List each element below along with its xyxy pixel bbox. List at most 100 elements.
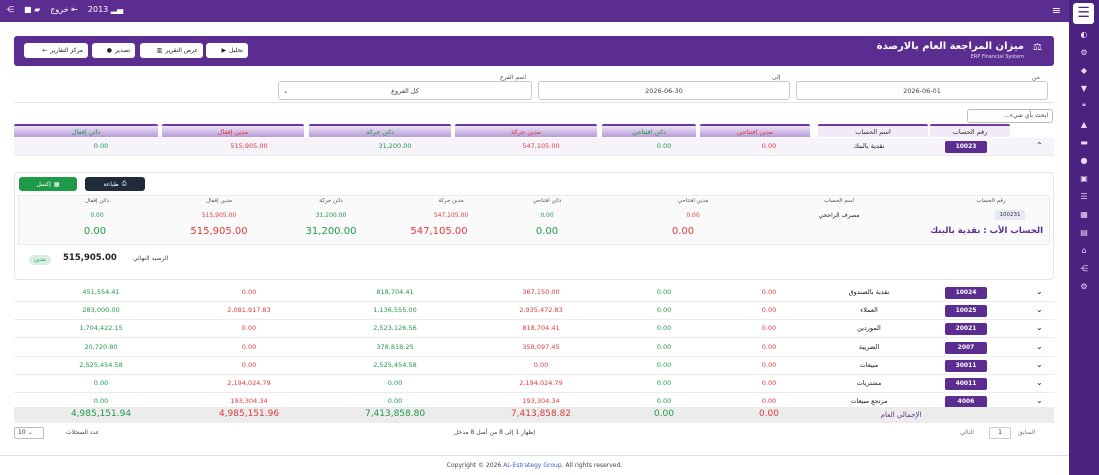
print-button[interactable]: طباعة ⎙ (85, 177, 145, 191)
col-account-name[interactable]: اسم الحساب (818, 124, 928, 137)
sub-opening-debit: 0.00 (686, 212, 700, 219)
col-movement-debit-label: مدين حركة (511, 127, 541, 136)
opening-credit: 0.00 (656, 342, 672, 351)
chevron-down-icon: ⌄ (283, 86, 289, 95)
col-movement-debit[interactable]: مدين حركة (455, 124, 597, 137)
total-movement-debit: 7,413,858.82 (510, 409, 572, 419)
prev-page-button[interactable]: السابق (1018, 429, 1036, 436)
table-row[interactable]: ⌄ 30011 مبيعات 0.00 0.00 0.00 2,525,454.58 0.00… (14, 357, 1054, 375)
chevron-down-icon[interactable]: ⌄ (1036, 396, 1043, 406)
language-flags-icon[interactable]: ■ ▰ (24, 5, 41, 14)
movement-credit: 0.00 (387, 379, 403, 387)
account-no-badge: 10023 (945, 141, 987, 153)
arrow-left-icon: ← (42, 47, 48, 54)
total-opening-debit: 0.00 (758, 409, 780, 419)
bank-icon[interactable]: ⌂ (1081, 246, 1087, 255)
from-date-input[interactable]: 2026-06-01 (796, 81, 1048, 100)
chevron-down-icon[interactable]: ⌄ (1036, 341, 1043, 351)
closing-credit: 20,720.80 (84, 342, 118, 351)
col-opening-credit[interactable]: دائن افتتاحي (602, 124, 696, 137)
closing-debit: 2,194,024.79 (227, 379, 271, 387)
movement-debit: 547,105.00 (522, 142, 560, 150)
side-rail: ☰ ◐ ⚙ ◆ ▼ ❝ ▲ ▬ ● ▣ ☰ ▦ ▤ ⌂ ⋲ ⚙ (1069, 0, 1099, 475)
hamburger-icon[interactable]: ≡ (1051, 4, 1061, 17)
movement-credit: 818,704.41 (376, 288, 414, 296)
cart-icon[interactable]: ▼ (1080, 84, 1088, 93)
gear-icon[interactable]: ⚙ (1080, 282, 1088, 291)
table-row[interactable]: ⌄ 2007 الضريبة 0.00 0.00 358,097.45 378,818.25… (14, 339, 1054, 357)
analyze-button[interactable]: تحليل ▶ (206, 43, 248, 58)
closing-credit: 283,000.00 (82, 306, 120, 315)
search-input[interactable]: ابحث بأي شيء... (967, 109, 1053, 123)
sub-col-movement-credit: دائن حركة (319, 198, 343, 204)
flask-icon[interactable]: ▲ (1080, 120, 1088, 129)
col-movement-credit[interactable]: دائن حركة (309, 124, 451, 137)
chevron-down-icon[interactable]: ⌄ (1036, 287, 1043, 296)
to-date-input[interactable]: 2026-06-30 (538, 81, 790, 100)
next-page-button[interactable]: التالي (960, 429, 974, 436)
opening-debit: 0.00 (761, 360, 777, 369)
share-nodes-icon[interactable]: ⋲ (1080, 264, 1088, 273)
movement-credit: 2,525,454.58 (373, 360, 417, 369)
big-movement-credit: 31,200.00 (305, 226, 357, 237)
chevron-down-icon[interactable]: ⌄ (1036, 378, 1043, 387)
branch-select[interactable]: كل الفروع ⌄ (278, 81, 532, 100)
tag-icon[interactable]: ◆ (1080, 66, 1088, 75)
list-icon[interactable]: ☰ (1080, 192, 1088, 201)
excel-button[interactable]: إكسل ▦ (19, 177, 77, 191)
sub-accounts-table: رقم الحساب اسم الحساب مدين افتتاحي دائن … (18, 195, 1050, 245)
truck-icon[interactable]: ▬ (1080, 138, 1088, 147)
big-closing-debit: 515,905.00 (190, 226, 248, 237)
table-row-expanded[interactable]: ⌃ 10023 نقدية بالبنك 0.00 0.00 547,105.0… (14, 138, 1054, 156)
chevron-down-icon[interactable]: ⌄ (1036, 305, 1043, 315)
table-row[interactable]: ⌄ 40011 مشتريات 0.00 0.00 2,194,024.79 0.00 2,1… (14, 375, 1054, 393)
closing-debit: 515,905.00 (230, 142, 268, 150)
opening-debit: 0.00 (761, 142, 777, 150)
footer-divider (0, 455, 1069, 456)
reports-center-button[interactable]: مركز التقارير ← (24, 43, 88, 58)
final-balance-side-badge: مدين (29, 255, 51, 265)
table-row[interactable]: ⌄ 10024 نقدية بالصندوق 0.00 0.00 367,150.00 81… (14, 284, 1054, 302)
col-opening-debit[interactable]: مدين افتتاحي (700, 124, 810, 137)
big-opening-credit: 0.00 (535, 226, 559, 237)
table-row[interactable]: ⌄ 20021 الموردين 0.00 0.00 818,704.41 2,523,12… (14, 320, 1054, 339)
total-closing-debit: 4,985,151.96 (218, 409, 280, 419)
branch-label: اسم الفرع (500, 74, 527, 81)
document-icon[interactable]: ▤ (1080, 228, 1088, 237)
export-button[interactable]: تصدير ● (92, 43, 135, 58)
account-name: مبيعات (859, 360, 879, 369)
palette-icon[interactable]: ◐ (1080, 30, 1088, 39)
chevron-up-icon[interactable]: ⌃ (1036, 141, 1043, 150)
report-view-button[interactable]: عرض التقرير ▥ (140, 43, 203, 58)
col-closing-credit[interactable]: دائن إقفال (14, 124, 158, 137)
sub-closing-debit: 515,905.00 (201, 212, 237, 219)
reports-center-label: مركز التقارير (50, 47, 83, 54)
movement-debit: 358,097.45 (522, 342, 560, 351)
excel-icon: ▦ (53, 180, 60, 188)
table-row[interactable]: ⌄ 10025 العملاء 0.00 0.00 2,935,472.83 1,136,5… (14, 302, 1054, 321)
top-bar-left: ⋲ ■ ▰ خروج ⇤ 2013 ▂▄ (6, 5, 123, 14)
account-name: نقدية بالبنك (853, 142, 885, 150)
logout-label: خروج (50, 5, 69, 14)
chevron-down-icon[interactable]: ⌄ (1036, 323, 1043, 333)
copyright-brand-link[interactable]: AL-Estrategy Group. (503, 462, 564, 469)
current-page-button[interactable]: 1 (989, 427, 1011, 439)
account-no-badge: 10024 (945, 287, 987, 299)
closing-debit: 193,304.34 (230, 397, 268, 406)
big-movement-debit: 547,105.00 (410, 226, 468, 237)
share-icon[interactable]: ⋲ (6, 5, 14, 14)
chevron-down-icon[interactable]: ⌄ (1036, 359, 1043, 369)
page-size-select[interactable]: 10 ⌄ (14, 427, 44, 439)
settings-icon[interactable]: ⚙ (1080, 48, 1088, 57)
account-name: مشتريات (856, 379, 882, 387)
building-icon[interactable]: ▦ (1080, 210, 1088, 219)
year-selector[interactable]: 2013 ▂▄ (87, 5, 124, 14)
users-icon[interactable]: ● (1080, 156, 1088, 165)
col-account-no[interactable]: رقم الحساب (930, 124, 1010, 137)
top-bar: ⋲ ■ ▰ خروج ⇤ 2013 ▂▄ ≡ (0, 0, 1069, 22)
logout-link[interactable]: خروج ⇤ (50, 5, 78, 14)
sub-opening-credit: 0.00 (540, 212, 554, 219)
quote-icon[interactable]: ❝ (1081, 102, 1087, 111)
box-icon[interactable]: ▣ (1080, 174, 1088, 183)
col-closing-debit[interactable]: مدين إقفال (162, 124, 304, 137)
